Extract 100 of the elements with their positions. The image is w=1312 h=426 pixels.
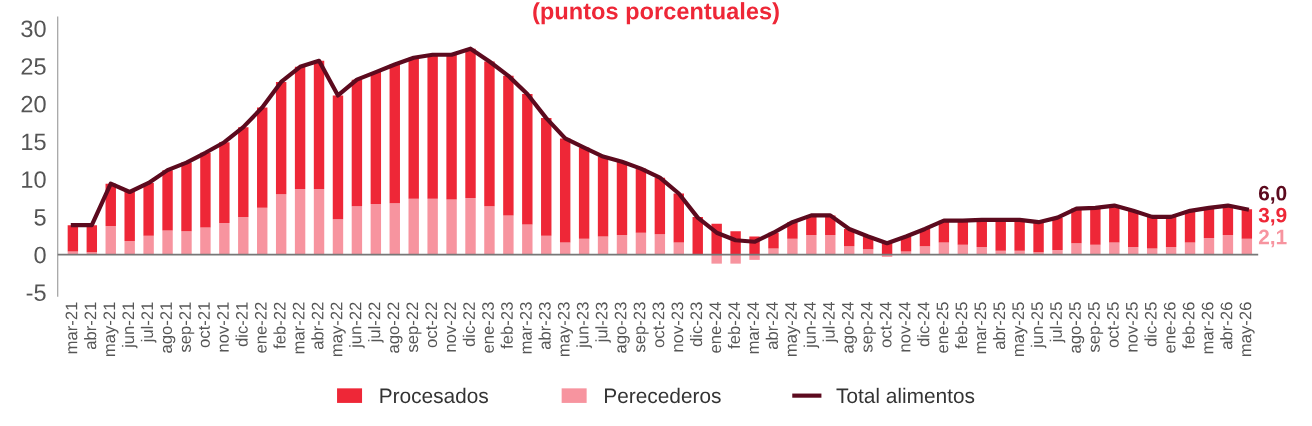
y-tick-label: 5 — [34, 209, 46, 226]
legend-label: Procesados — [380, 387, 488, 404]
bar — [578, 147, 590, 239]
x-tick-label: may-21 — [103, 302, 119, 357]
x-tick-label: sep-23 — [633, 302, 649, 353]
bar — [294, 66, 306, 189]
x-tick-label: may-25 — [1012, 302, 1028, 357]
x-tick-label: abr-22 — [311, 302, 324, 350]
bar — [522, 93, 533, 225]
bar — [332, 219, 344, 255]
bar — [370, 72, 382, 205]
bar — [597, 236, 609, 255]
x-tick-label: jul-25 — [1049, 302, 1066, 343]
annotation: 3,9 — [1258, 207, 1287, 226]
bar — [238, 216, 249, 255]
bar — [1128, 210, 1139, 248]
x-tick-label: mar-25 — [974, 302, 987, 354]
bar — [351, 79, 363, 207]
bar — [654, 234, 666, 255]
x-tick-label: oct-24 — [879, 302, 892, 348]
bar — [1184, 210, 1196, 243]
x-tick-label: mar-26 — [1201, 302, 1214, 354]
x-tick-label: nov-25 — [1125, 302, 1138, 352]
bar — [124, 192, 135, 242]
y-tick-label: -5 — [26, 284, 46, 302]
bar — [275, 81, 287, 195]
bar — [806, 234, 817, 255]
bar — [219, 142, 230, 223]
bar — [351, 206, 363, 255]
bar — [654, 177, 666, 235]
bar — [578, 238, 590, 255]
x-tick-label: oct-22 — [425, 302, 438, 348]
x-tick-label: jul-24 — [822, 302, 839, 343]
bar — [200, 227, 211, 255]
x-tick-label: ene-22 — [254, 302, 267, 353]
annotation: 2,1 — [1258, 229, 1287, 248]
x-tick-label: ene-24 — [709, 302, 722, 353]
bar — [1014, 219, 1025, 251]
bar — [219, 222, 230, 255]
x-tick-label: oct-25 — [1106, 302, 1119, 348]
bar — [616, 161, 628, 235]
x-tick-label: abr-24 — [765, 302, 778, 350]
y-tick-label: 25 — [21, 58, 46, 75]
bar — [503, 75, 514, 216]
y-tick-label: 20 — [21, 95, 46, 113]
x-tick-label: ago-22 — [387, 302, 403, 353]
x-tick-label: nov-24 — [898, 302, 911, 352]
bar — [1165, 216, 1177, 248]
bar — [1052, 217, 1063, 251]
bar — [1203, 238, 1215, 255]
bar — [1146, 216, 1158, 249]
bar — [730, 254, 741, 264]
x-tick-label: oct-21 — [198, 302, 210, 348]
x-tick-label: sep-22 — [406, 302, 422, 353]
bar — [370, 204, 382, 255]
bar — [181, 162, 192, 232]
bar — [749, 254, 760, 260]
bar — [332, 95, 344, 220]
bar — [313, 60, 325, 189]
x-tick-label: dic-24 — [917, 302, 930, 347]
bar — [181, 231, 192, 255]
x-tick-label: may-26 — [1239, 302, 1255, 357]
bar — [143, 235, 154, 255]
bar — [616, 234, 628, 255]
bar — [787, 238, 798, 255]
y-tick-label: 15 — [22, 133, 46, 151]
x-tick-label: may-22 — [330, 302, 346, 357]
bar — [446, 199, 457, 255]
bar — [484, 61, 495, 207]
bar — [825, 234, 836, 255]
x-tick-label: nov-23 — [671, 302, 684, 352]
bar — [673, 193, 684, 243]
bar — [105, 225, 116, 255]
x-tick-label: jul-23 — [595, 302, 611, 343]
x-tick-label: oct-23 — [652, 302, 665, 348]
bar — [143, 182, 154, 236]
bar — [1109, 242, 1120, 255]
bar — [67, 225, 79, 252]
x-tick-label: jul-21 — [140, 302, 157, 343]
x-tick-label: mar-21 — [65, 302, 78, 354]
x-tick-label: abr-23 — [538, 302, 551, 350]
bar — [1109, 205, 1120, 243]
bar — [389, 203, 400, 255]
bar — [1222, 234, 1234, 255]
x-tick-label: dic-25 — [1144, 302, 1157, 347]
x-tick-label: ago-21 — [160, 302, 176, 353]
bar — [408, 198, 419, 255]
bar — [313, 188, 325, 255]
legend-label: Total alimentos — [836, 387, 975, 404]
bar — [389, 64, 400, 204]
x-tick-label: nov-22 — [444, 302, 457, 352]
x-tick-label: ene-26 — [1163, 302, 1176, 353]
x-tick-label: jun-23 — [576, 302, 592, 349]
bar — [635, 168, 647, 233]
x-tick-label: abr-21 — [84, 302, 97, 350]
x-tick-label: mar-22 — [292, 302, 305, 354]
bar — [1071, 243, 1082, 255]
bar — [1090, 207, 1101, 245]
bar — [541, 118, 552, 236]
bar — [446, 54, 457, 200]
